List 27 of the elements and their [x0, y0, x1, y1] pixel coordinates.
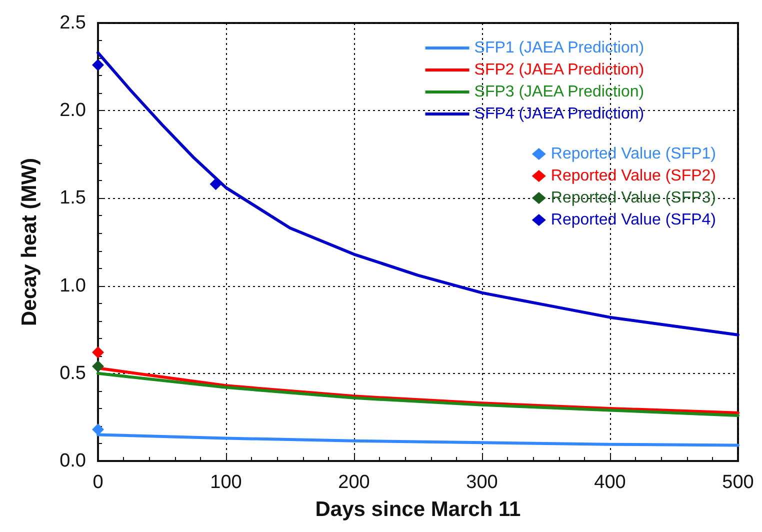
y-tick-label: 2.5 [60, 12, 86, 34]
point [92, 360, 104, 372]
x-tick-label: 500 [722, 472, 754, 493]
legend-label: Reported Value (SFP1) [550, 146, 716, 162]
point [92, 423, 104, 436]
x-tick-label: 100 [210, 472, 242, 493]
legend-label: Reported Value (SFP2) [550, 168, 716, 184]
y-tick-label: 0.5 [60, 362, 86, 384]
x-tick-label: 400 [594, 472, 626, 493]
x-tick-label: 0 [92, 472, 104, 493]
y-tick-label: 1.0 [60, 275, 86, 296]
legend-label: SFP1 (JAEA Prediction) [474, 40, 644, 56]
y-tick-label: 2.0 [60, 100, 86, 122]
y-tick-label: 1.5 [60, 188, 86, 209]
legend-label: Reported Value (SFP3) [550, 190, 716, 206]
y-tick-label: 0.0 [60, 450, 86, 472]
point [210, 178, 222, 190]
point [92, 59, 104, 72]
legend-label: SFP2 (JAEA Prediction) [474, 62, 644, 78]
legend-label: SFP3 (JAEA Prediction) [474, 84, 644, 100]
point [92, 346, 104, 358]
x-tick-label: 300 [466, 472, 498, 493]
x-axis-title: Days since March 11 [315, 498, 522, 521]
legend-label: Reported Value (SFP4) [550, 212, 716, 228]
x-tick-label: 200 [338, 472, 370, 493]
y-axis-title: Decay heat (MW) [18, 158, 41, 326]
legend-label: SFP4 (JAEA Prediction) [474, 106, 644, 122]
